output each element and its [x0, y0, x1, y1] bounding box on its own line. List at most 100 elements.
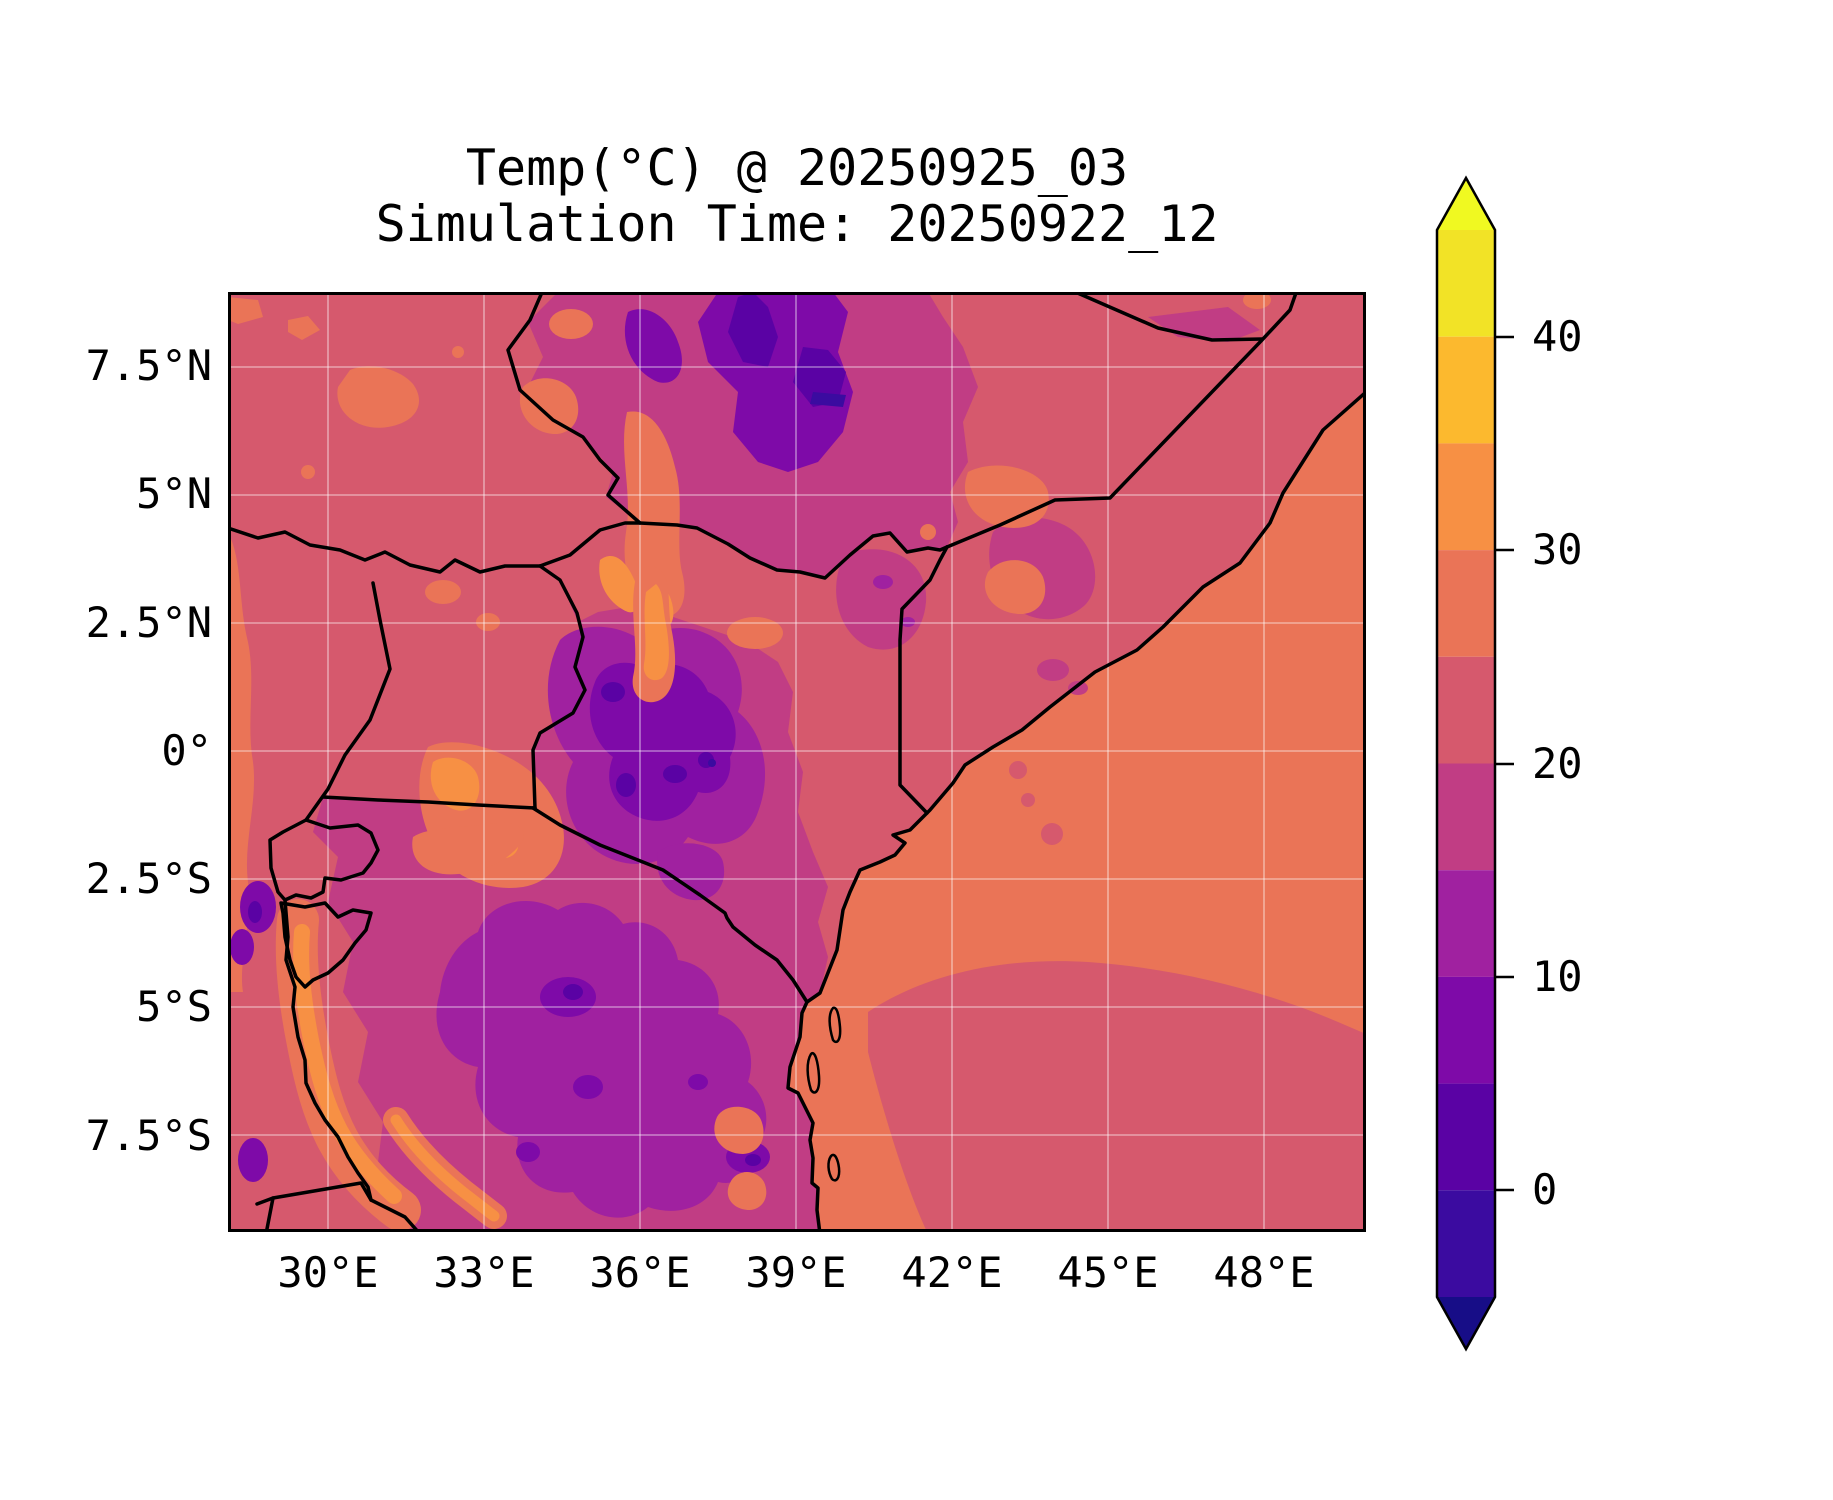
region-ocean-cool: [868, 961, 1366, 1232]
region-hot-lake-victoria: [430, 757, 480, 811]
island-zanzibar: [806, 1051, 821, 1094]
region-warm-left-edge: [228, 532, 255, 992]
cbar-tick-0: 0: [1532, 1165, 1558, 1214]
region-ocean-cool-spot: [1009, 761, 1027, 779]
region-warm-nw-dot: [301, 465, 315, 479]
plot-title-line-2: Simulation Time: 20250922_12: [375, 195, 1219, 253]
region-warm-nw: [337, 366, 420, 428]
region-coldspot-kenya: [616, 773, 636, 797]
region-hot-ethiopia-rift: [599, 556, 640, 613]
border-drc-uganda: [304, 581, 392, 822]
region-warm-nw: [519, 378, 579, 435]
region-warm-kagera: [412, 822, 524, 875]
border-zambia-malawi: [255, 1181, 373, 1206]
region-coldest-kenya: [708, 759, 716, 767]
border-kenya-somalia: [898, 545, 949, 815]
coastline: [786, 390, 1366, 1232]
border-ssudan-south-and-ethiopia-kenya: [228, 521, 949, 580]
cbar-tick-30: 30: [1532, 525, 1583, 574]
region-purple-tz-core: [688, 1074, 708, 1090]
region-purple-left: [238, 1138, 268, 1182]
map-frame: [228, 292, 1366, 1232]
y-tick-7-5n: 7.5°N: [85, 341, 212, 390]
x-tick-48e: 48°E: [1213, 1248, 1315, 1297]
colorbar-bin-30-35: [1437, 443, 1495, 551]
country-borders: [228, 292, 1366, 1232]
region-coldcore-ethiopia: [793, 347, 846, 407]
y-tick-2-5s: 2.5°S: [85, 854, 212, 903]
region-warm-nw-dot: [452, 346, 464, 358]
region-warm-corner-ne: [1243, 292, 1271, 309]
x-tick-33e: 33°E: [433, 1248, 535, 1297]
y-tick-2-5n: 2.5°N: [85, 598, 212, 647]
plot-title-line-1: Temp(°C) @ 20250925_03: [465, 139, 1129, 197]
map-plot: [228, 292, 1366, 1232]
colorbar-bin-5-10: [1437, 976, 1495, 1084]
region-warm-nkenya: [727, 617, 783, 649]
region-coldspot-kenya: [601, 682, 625, 702]
region-hot-se-streak: [390, 1114, 500, 1222]
y-tick-0: 0°: [161, 726, 212, 775]
border-zambia-south: [264, 1196, 275, 1232]
border-rwanda: [268, 818, 380, 902]
colorbar-outline: [1435, 175, 1497, 1352]
region-warm-ogaden: [984, 560, 1046, 615]
region-warm-coastal-tz: [714, 1106, 764, 1154]
region-warm-uganda: [476, 613, 500, 631]
x-tick-39e: 39°E: [745, 1248, 847, 1297]
colorbar-bin-m5-0: [1437, 1190, 1495, 1297]
colorbar-tickmarks: [1495, 335, 1514, 1192]
border-ethiopia-somalia: [945, 292, 1299, 549]
region-warm-uganda: [425, 580, 461, 604]
region-magenta-somalia-spot: [1068, 681, 1088, 695]
border-drc-tanzania: [283, 898, 421, 1232]
y-tick-5s: 5°S: [136, 982, 212, 1031]
region-coldspot-kenya: [663, 765, 687, 783]
region-purple-tz-core: [573, 1075, 603, 1099]
x-tick-36e: 36°E: [589, 1248, 691, 1297]
region-coldspot-tz: [745, 1154, 761, 1166]
y-tick-5n: 5°N: [136, 469, 212, 518]
region-warm-ogaden-dot: [920, 524, 936, 540]
region-warm-ethiopia-rift: [624, 411, 685, 617]
border-uganda-south: [321, 795, 537, 810]
colorbar-bin-0-5: [1437, 1083, 1495, 1191]
colorbar-arrow-under: [1437, 1297, 1495, 1349]
x-tick-42e: 42°E: [901, 1248, 1003, 1297]
region-coldspot-left: [248, 901, 262, 923]
region-warm-nw: [228, 297, 263, 324]
colorbar-bin-15-20: [1437, 763, 1495, 871]
gridlines: [228, 292, 1366, 1232]
region-ocean-cool-spot: [1021, 793, 1035, 807]
colorbar: [1435, 175, 1514, 1352]
region-purplemag-tanzania: [436, 901, 767, 1218]
colorbar-bin-25-30: [1437, 550, 1495, 657]
region-purplemag-tz-bridge: [657, 843, 725, 901]
region-coldest-ethiopia: [810, 392, 846, 407]
region-purple-left: [230, 929, 254, 965]
colorbar-bin-40-45: [1437, 230, 1495, 337]
region-warm-ethiopia-patch: [549, 309, 593, 339]
region-coldspot-tz: [563, 984, 583, 1000]
border-somaliland: [1071, 292, 1264, 342]
y-tick-7-5s: 7.5°S: [85, 1111, 212, 1160]
x-tick-30e: 30°E: [277, 1248, 379, 1297]
island-mafia: [827, 1153, 841, 1182]
cbar-tick-40: 40: [1532, 312, 1583, 361]
colorbar-arrow-over: [1437, 178, 1495, 230]
region-hot-kenya-rift: [643, 584, 669, 681]
colorbar-bin-20-25: [1437, 656, 1495, 764]
cbar-tick-20: 20: [1532, 739, 1583, 788]
region-purple-ethiopia-west: [624, 309, 682, 383]
border-ssudan-ethiopia: [506, 292, 642, 525]
border-uganda-kenya: [531, 564, 587, 810]
region-purple-spot: [901, 617, 915, 627]
region-purple-spot: [873, 575, 893, 589]
island-pemba: [828, 1006, 842, 1044]
region-ocean-cool-spot: [1041, 823, 1063, 845]
x-tick-45e: 45°E: [1057, 1248, 1159, 1297]
region-purple-tz-core: [516, 1142, 540, 1162]
region-magenta-somalia-spot: [1037, 659, 1069, 681]
colorbar-bin-10-15: [1437, 870, 1495, 977]
